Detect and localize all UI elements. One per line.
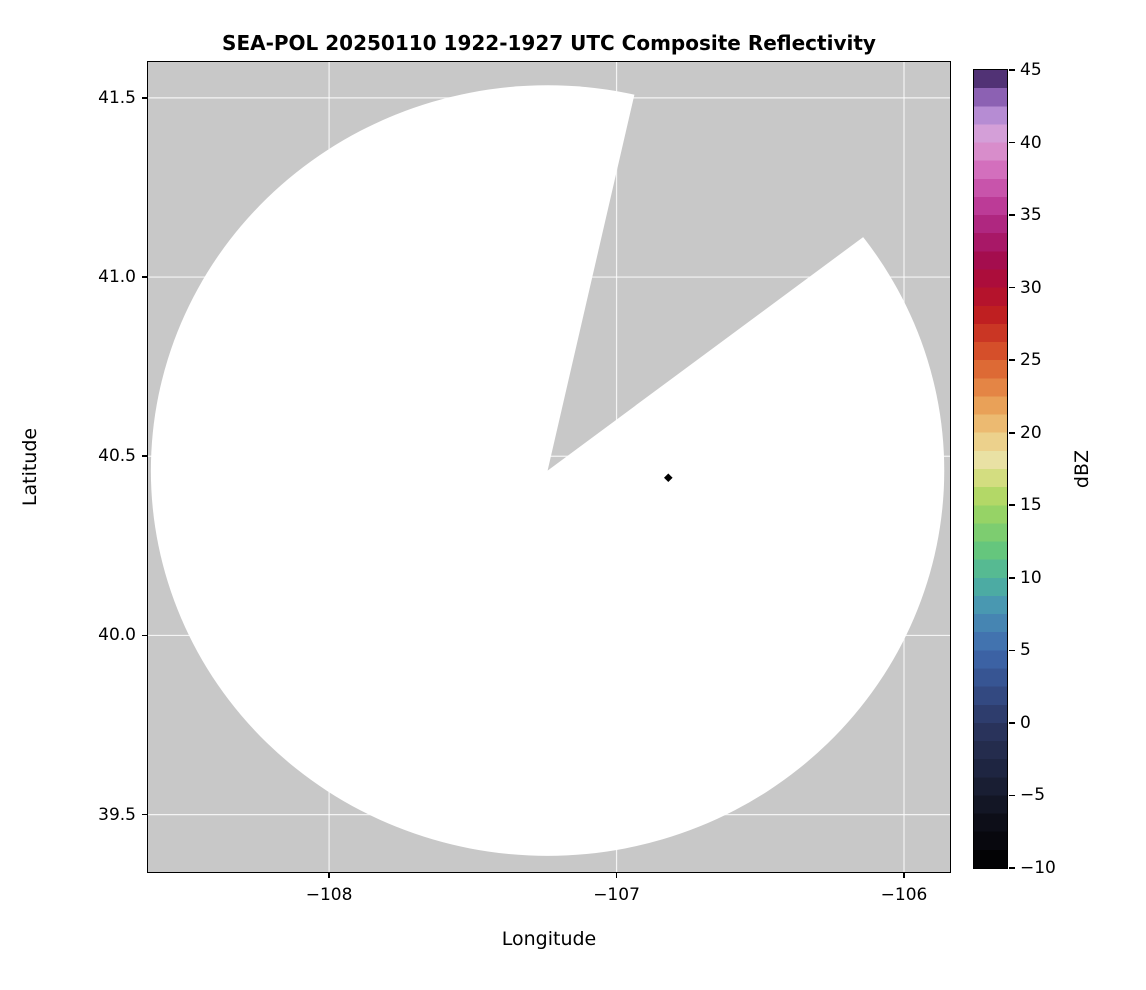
colorbar-tick-label: 10 <box>1020 567 1042 588</box>
y-tick-label: 40.5 <box>98 446 136 467</box>
colorbar-label: dBZ <box>1071 449 1093 489</box>
y-tick-label: 41.5 <box>98 87 136 108</box>
colorbar-tick <box>1009 504 1015 507</box>
colorbar-tick-label: 30 <box>1020 277 1042 298</box>
colorbar-tick-label: 0 <box>1020 712 1031 733</box>
y-tick-label: 40.0 <box>98 625 136 646</box>
colorbar-tick <box>1009 577 1015 579</box>
plot-area <box>147 61 951 873</box>
colorbar-tick <box>1009 431 1015 434</box>
x-tick-label: −108 <box>305 885 353 905</box>
x-axis-tick <box>903 872 905 878</box>
chart-title: SEA-POL 20250110 1922-1927 UTC Composite… <box>222 31 876 55</box>
x-axis-tick <box>615 872 618 878</box>
y-axis-tick <box>142 276 148 278</box>
colorbar-tick-label: 15 <box>1020 495 1042 516</box>
x-axis-label: Longitude <box>501 928 597 950</box>
x-tick-label: −107 <box>593 885 640 905</box>
colorbar-gradient <box>973 69 1008 869</box>
colorbar-tick <box>1009 214 1015 216</box>
y-tick-label: 39.5 <box>98 804 136 825</box>
y-axis-tick <box>142 634 148 637</box>
colorbar-tick-label: −5 <box>1020 785 1046 806</box>
y-axis-tick <box>142 455 148 458</box>
colorbar-tick <box>1009 69 1015 71</box>
colorbar-tick <box>1009 722 1015 724</box>
colorbar-tick-label: 20 <box>1020 422 1042 443</box>
colorbar-tick-label: 45 <box>1020 60 1042 80</box>
y-axis-tick <box>142 813 148 816</box>
colorbar-tick <box>1009 867 1015 869</box>
x-axis-tick <box>328 872 330 878</box>
colorbar-tick <box>1009 649 1015 652</box>
colorbar-tick-label: −10 <box>1020 858 1056 878</box>
y-axis-tick <box>142 97 148 99</box>
colorbar-tick-label: 5 <box>1020 640 1031 661</box>
colorbar-tick-label: 40 <box>1020 132 1042 153</box>
plot-canvas <box>148 62 950 872</box>
x-tick-label: −106 <box>880 885 928 905</box>
radar-site-marker <box>663 473 673 483</box>
colorbar-tick <box>1009 794 1015 797</box>
colorbar-tick-label: 35 <box>1020 205 1042 226</box>
colorbar-tick <box>1009 141 1015 144</box>
colorbar-tick-label: 25 <box>1020 350 1042 371</box>
y-tick-label: 41.0 <box>98 267 136 288</box>
blocked-sector-wedge <box>547 62 950 471</box>
y-axis-label: Latitude <box>19 427 41 507</box>
colorbar-tick <box>1009 359 1015 361</box>
colorbar-tick <box>1009 286 1015 289</box>
